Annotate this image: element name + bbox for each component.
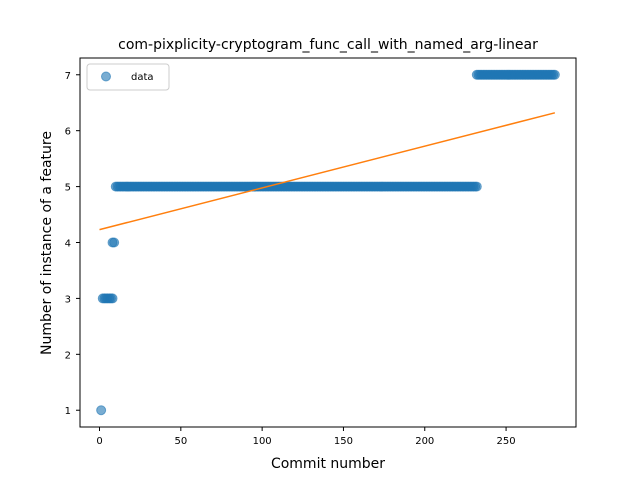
y-tick-label: 1 (65, 406, 71, 417)
data-point (471, 181, 482, 192)
legend: data (86, 63, 170, 91)
x-tick-label: 250 (497, 436, 516, 447)
legend-marker-data (101, 71, 111, 82)
y-axis-label: Number of instance of a feature (39, 131, 55, 355)
x-tick-label: 150 (334, 436, 353, 447)
legend-frame (86, 63, 170, 91)
x-axis: 0 50 100 150 200 250 (96, 427, 516, 447)
x-tick-label: 100 (253, 436, 272, 447)
y-tick-label: 5 (65, 183, 71, 194)
y-tick-label: 2 (65, 350, 71, 361)
x-tick-label: 200 (415, 436, 434, 447)
y-tick-label: 6 (65, 127, 71, 138)
plot-area (79, 57, 577, 428)
chart-title: com-pixplicity-cryptogram_func_call_with… (118, 37, 538, 53)
y-tick-label: 4 (65, 239, 71, 250)
x-tick-label: 0 (96, 436, 102, 447)
data-point (107, 293, 118, 304)
x-axis-label: Commit number (271, 456, 385, 472)
x-tick-label: 50 (174, 436, 187, 447)
y-tick-label: 7 (65, 71, 71, 82)
fit-line (99, 112, 556, 231)
data-point (549, 69, 560, 80)
data-point (96, 405, 107, 416)
y-tick-label: 3 (65, 294, 71, 305)
y-axis: 1 2 3 4 5 6 7 (65, 71, 80, 417)
legend-label-data: data (131, 72, 154, 83)
data-point (109, 237, 120, 248)
